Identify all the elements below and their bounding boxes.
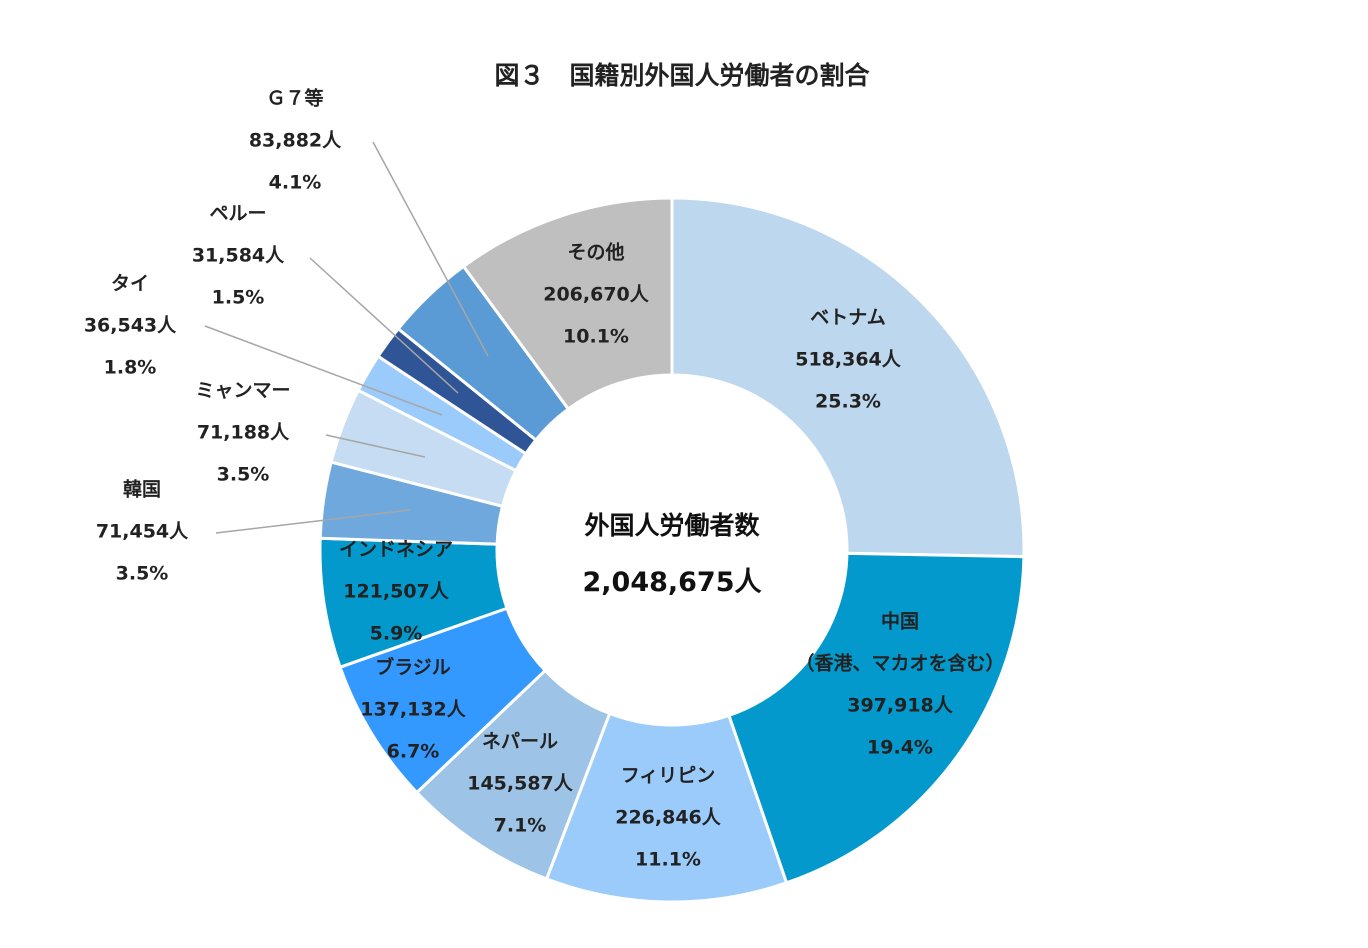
slice-12 xyxy=(461,196,674,412)
slice-percent-label-3: 11.1% xyxy=(635,849,701,871)
slice-percent-label-9: 1.8% xyxy=(104,357,157,379)
slice-percent-label-4: 7.1% xyxy=(494,815,547,837)
leader-line-7 xyxy=(215,509,411,534)
slice-value-label-9: 36,543人 xyxy=(84,315,177,337)
slice-value-label-11: 83,882人 xyxy=(249,130,342,152)
slice-name-label-6: インドネシア xyxy=(339,539,453,561)
slice-percent-label-7: 3.5% xyxy=(116,563,169,585)
chart-title: 図３ 国籍別外国人労働者の割合 xyxy=(494,61,870,90)
slices-group xyxy=(318,196,1026,904)
slice-percent-label-12: 10.1% xyxy=(563,326,629,348)
slice-percent-label-2: 19.4% xyxy=(867,737,933,759)
leader-lines-group xyxy=(204,141,489,534)
slice-value-label-6: 121,507人 xyxy=(343,581,450,603)
leader-line-9 xyxy=(204,325,443,416)
slice-name-label-5: ブラジル xyxy=(375,656,451,679)
leader-line-11 xyxy=(372,141,489,357)
slice-value-label-12: 206,670人 xyxy=(543,284,650,306)
slice-percent-label-5: 6.7% xyxy=(387,741,440,763)
slice-name-label-10: ペルー xyxy=(209,203,266,225)
slice-labels-group: ベトナム 518,364人 25.3% 中国 （香港、マカオを含む） 397,918人 19… xyxy=(84,87,1005,871)
slice-subname-label-2: （香港、マカオを含む） xyxy=(795,652,1004,675)
center-label: 外国人労働者数 xyxy=(584,511,760,540)
slice-name-label-9: タイ xyxy=(111,273,149,295)
slice-1 xyxy=(670,196,1026,559)
slice-value-label-2: 397,918人 xyxy=(847,695,954,717)
slice-name-label-2: 中国 xyxy=(881,610,919,633)
slice-name-label-11: Ｇ７等 xyxy=(266,87,323,110)
slice-name-label-8: ミャンマー xyxy=(195,380,290,402)
slice-percent-label-1: 25.3% xyxy=(815,391,881,413)
slice-percent-label-6: 5.9% xyxy=(370,623,423,645)
slice-name-label-12: その他 xyxy=(567,241,624,264)
slice-value-label-10: 31,584人 xyxy=(192,245,285,267)
slice-value-label-5: 137,132人 xyxy=(360,699,467,721)
slice-value-label-7: 71,454人 xyxy=(96,521,189,543)
slice-value-label-1: 518,364人 xyxy=(795,349,902,371)
slice-name-label-3: フィリピン xyxy=(621,765,716,787)
center-value: 2,048,675人 xyxy=(582,567,761,598)
slice-name-label-1: ベトナム xyxy=(810,307,885,329)
leader-line-8 xyxy=(325,434,426,458)
slice-percent-label-8: 3.5% xyxy=(217,464,270,486)
slice-percent-label-11: 4.1% xyxy=(269,172,322,194)
slice-value-label-4: 145,587人 xyxy=(467,773,574,795)
slice-percent-label-10: 1.5% xyxy=(212,287,265,309)
slice-value-label-3: 226,846人 xyxy=(615,807,722,829)
slice-value-label-8: 71,188人 xyxy=(197,422,290,444)
slice-name-label-7: 韓国 xyxy=(123,478,161,501)
slice-2 xyxy=(727,551,1026,885)
leader-line-10 xyxy=(309,257,459,394)
slice-name-label-4: ネパール xyxy=(482,731,558,753)
